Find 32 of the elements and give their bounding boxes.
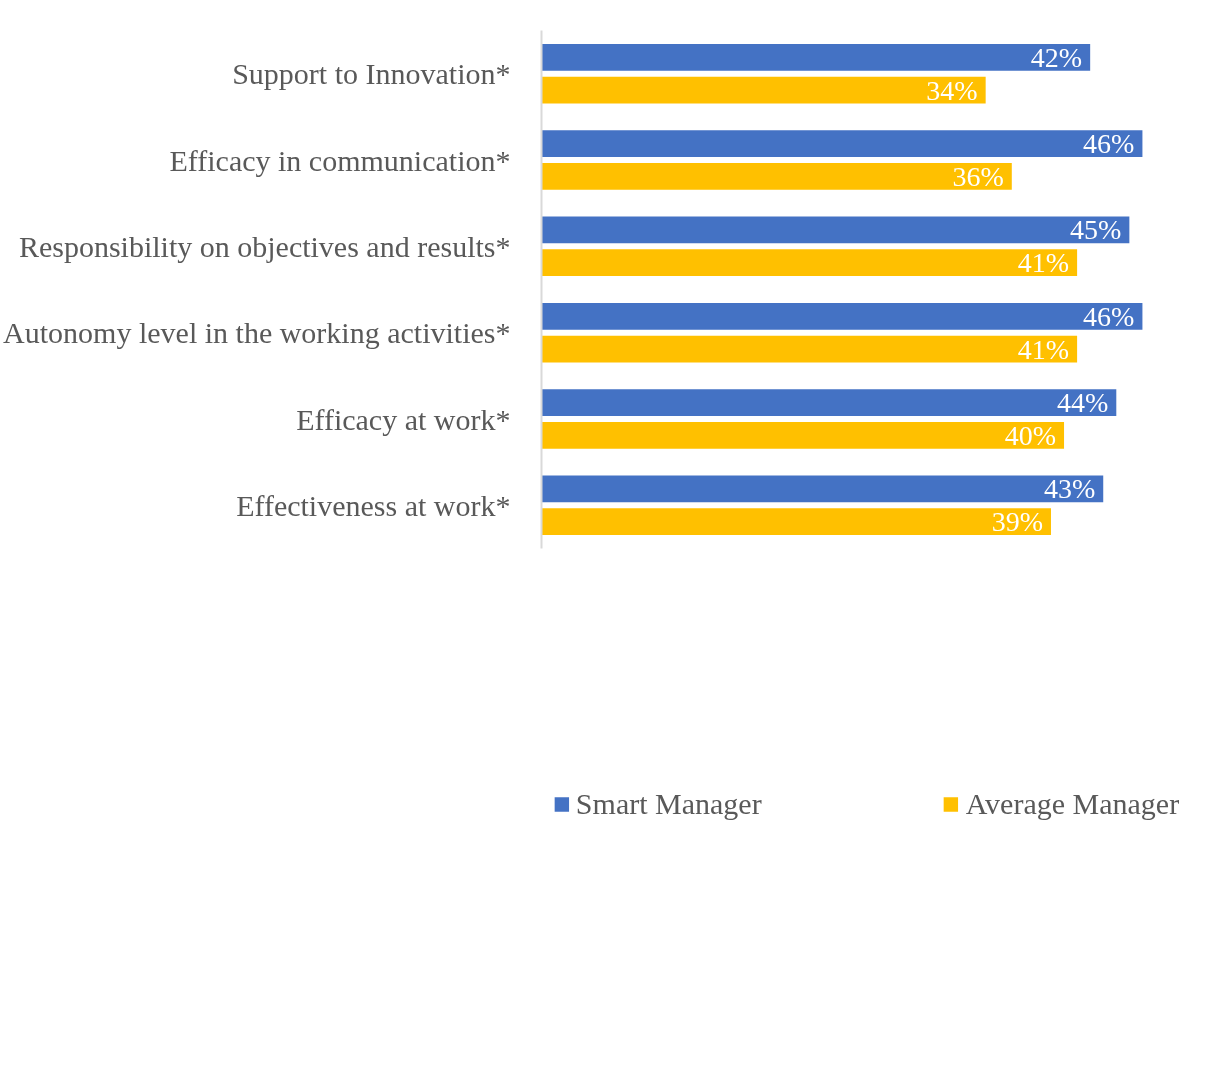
data-label: 42%: [1030, 41, 1083, 73]
legend-label: Smart Manager: [575, 787, 762, 821]
data-label: 46%: [1083, 128, 1135, 160]
data-label: 34%: [926, 74, 978, 106]
data-label: 41%: [1017, 247, 1070, 279]
bar: [541, 302, 1143, 330]
bar: [541, 163, 1012, 190]
y-tick-label: Effectiveness at work*: [236, 488, 511, 522]
bar: [541, 508, 1051, 536]
data-label: 46%: [1083, 300, 1135, 332]
bar: [541, 389, 1117, 416]
data-label: 44%: [1056, 387, 1109, 419]
data-label: 41%: [1017, 333, 1070, 365]
data-label: 40%: [1004, 419, 1057, 451]
y-tick-label: Responsibility on objectives and results*: [18, 229, 511, 263]
legend-label: Average Manager: [965, 787, 1180, 821]
bar: [541, 475, 1104, 503]
data-label: 43%: [1043, 473, 1096, 505]
y-tick-label: Efficacy in communication*: [169, 143, 511, 177]
data-label: 45%: [1070, 214, 1122, 246]
data-label: 39%: [991, 506, 1043, 538]
y-tick-label: Support to Innovation*: [232, 57, 511, 91]
bar: [541, 130, 1143, 157]
bar: [541, 43, 1091, 71]
data-label: 36%: [952, 160, 1004, 192]
y-tick-label: Autonomy level in the working activities*: [3, 316, 511, 350]
bar: [541, 422, 1065, 449]
bar: [541, 216, 1130, 244]
bar: [541, 335, 1078, 363]
bar: [541, 76, 986, 104]
bar: [541, 249, 1078, 277]
y-tick-label: Efficacy at work*: [296, 402, 511, 436]
